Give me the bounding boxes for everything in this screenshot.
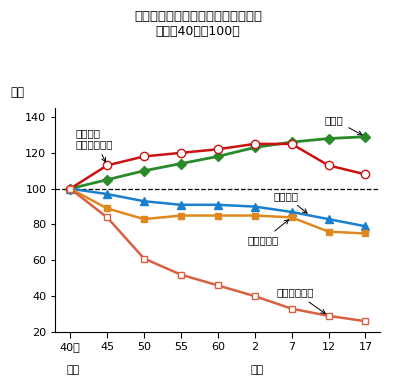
- Text: 総人口: 総人口: [325, 115, 362, 135]
- Text: 耕地面積: 耕地面積: [273, 191, 307, 213]
- Text: 昭和: 昭和: [66, 365, 80, 375]
- Text: （昭和40年＝100）: （昭和40年＝100）: [156, 25, 240, 38]
- Text: 農業生産
（農業総合）: 農業生産 （農業総合）: [76, 128, 113, 162]
- Text: 農業就業者数: 農業就業者数: [277, 288, 326, 313]
- Text: 指数: 指数: [10, 86, 24, 99]
- Text: 平成: 平成: [251, 365, 264, 375]
- Text: 我が国の総人口と農業生産等の推移: 我が国の総人口と農業生産等の推移: [134, 10, 262, 23]
- Text: 耕地利用率: 耕地利用率: [248, 220, 289, 245]
